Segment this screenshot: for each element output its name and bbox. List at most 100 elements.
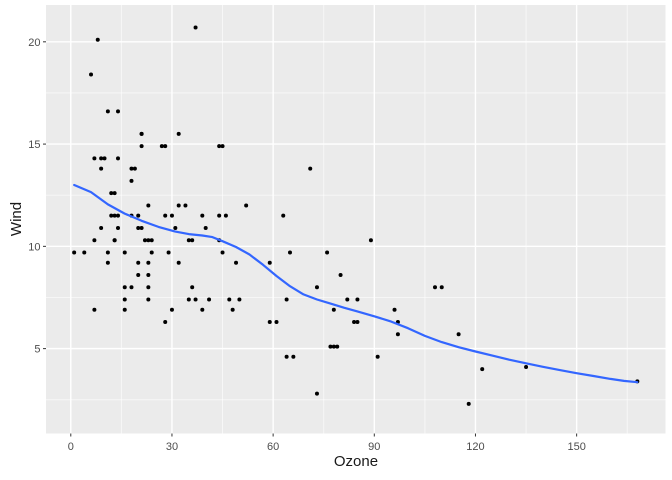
- y-tick-label: 10: [28, 241, 40, 253]
- data-point: [328, 344, 333, 349]
- data-point: [149, 238, 154, 243]
- data-point: [173, 225, 178, 230]
- data-point: [355, 297, 360, 302]
- data-point: [95, 37, 100, 42]
- data-point: [166, 250, 171, 255]
- data-point: [368, 238, 373, 243]
- data-point: [193, 297, 198, 302]
- data-point: [183, 203, 188, 208]
- data-point: [169, 307, 174, 312]
- data-point: [115, 225, 120, 230]
- data-point: [352, 320, 357, 325]
- data-point: [244, 203, 249, 208]
- x-tick-label: 60: [267, 441, 279, 453]
- data-point: [132, 166, 137, 171]
- data-point: [139, 131, 144, 136]
- data-point: [112, 238, 117, 243]
- data-point: [308, 166, 313, 171]
- data-point: [146, 260, 151, 265]
- x-tick-label: 150: [567, 441, 585, 453]
- data-point: [129, 166, 134, 171]
- y-axis-title: Wind: [8, 201, 25, 237]
- data-point: [136, 213, 141, 218]
- data-point: [112, 191, 117, 196]
- y-tick-label: 5: [34, 344, 40, 356]
- data-point: [139, 144, 144, 149]
- data-point: [186, 297, 191, 302]
- x-axis-title: Ozone: [333, 453, 379, 470]
- data-point: [274, 320, 279, 325]
- data-point: [99, 225, 104, 230]
- data-point: [176, 260, 181, 265]
- data-point: [325, 250, 330, 255]
- data-point: [163, 144, 168, 149]
- data-point: [136, 272, 141, 277]
- data-point: [122, 250, 127, 255]
- data-point: [281, 213, 286, 218]
- data-point: [169, 213, 174, 218]
- data-point: [102, 156, 107, 161]
- x-tick-label: 120: [466, 441, 484, 453]
- data-point: [392, 307, 397, 312]
- data-point: [122, 285, 127, 290]
- data-point: [291, 354, 296, 359]
- data-point: [524, 365, 529, 370]
- data-point: [176, 131, 181, 136]
- data-point: [237, 297, 242, 302]
- data-point: [146, 203, 151, 208]
- data-point: [193, 25, 198, 30]
- data-point: [163, 213, 168, 218]
- data-point: [109, 191, 114, 196]
- data-point: [136, 260, 141, 265]
- data-point: [115, 213, 120, 218]
- data-point: [230, 307, 235, 312]
- data-point: [72, 250, 77, 255]
- data-point: [345, 297, 350, 302]
- data-point: [82, 250, 87, 255]
- data-point: [331, 307, 336, 312]
- data-point: [99, 166, 104, 171]
- data-point: [227, 297, 232, 302]
- data-point: [105, 109, 110, 114]
- data-point: [92, 156, 97, 161]
- data-point: [109, 213, 114, 218]
- data-point: [466, 401, 471, 406]
- data-point: [217, 213, 222, 218]
- data-point: [375, 354, 380, 359]
- data-point: [338, 272, 343, 277]
- data-point: [92, 238, 97, 243]
- data-point: [217, 144, 222, 149]
- data-point: [439, 285, 444, 290]
- x-tick-label: 30: [166, 441, 178, 453]
- data-point: [163, 320, 168, 325]
- data-point: [207, 297, 212, 302]
- data-point: [200, 307, 205, 312]
- data-point: [129, 285, 134, 290]
- data-point: [112, 213, 117, 218]
- data-point: [267, 320, 272, 325]
- data-point: [149, 250, 154, 255]
- data-point: [314, 391, 319, 396]
- data-point: [159, 144, 164, 149]
- data-point: [115, 109, 120, 114]
- data-point: [129, 178, 134, 183]
- data-point: [220, 250, 225, 255]
- data-point: [105, 260, 110, 265]
- data-point: [115, 156, 120, 161]
- data-point: [176, 203, 181, 208]
- data-point: [456, 332, 461, 337]
- data-point: [139, 225, 144, 230]
- data-point: [122, 297, 127, 302]
- data-point: [146, 285, 151, 290]
- y-tick-label: 15: [28, 139, 40, 151]
- data-point: [335, 344, 340, 349]
- data-point: [284, 297, 289, 302]
- data-point: [395, 332, 400, 337]
- data-point: [355, 320, 360, 325]
- data-point: [186, 238, 191, 243]
- data-point: [89, 72, 94, 77]
- data-point: [92, 307, 97, 312]
- data-point: [284, 354, 289, 359]
